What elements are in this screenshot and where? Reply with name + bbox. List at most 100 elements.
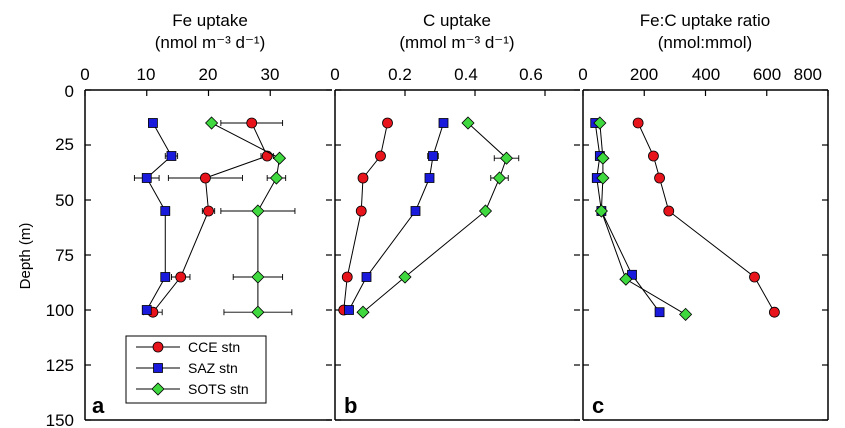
data-point-cce [632, 117, 644, 129]
data-point-sots [594, 204, 608, 218]
y-tick-label: 0 [65, 82, 74, 101]
y-tick-labels: 0 25 50 75 100 125 150 [46, 82, 74, 428]
legend-markers [136, 341, 180, 396]
x-tick-label: 30 [261, 65, 280, 84]
x-tick-label: 800 [794, 65, 822, 84]
x-tick-label: 10 [137, 65, 156, 84]
x-tick-label: 0.2 [388, 65, 412, 84]
data-point-saz [141, 305, 152, 315]
data-point-cce [341, 271, 353, 283]
data-point-saz [424, 173, 435, 183]
data-point-sots [478, 204, 493, 218]
data-point-sots [205, 116, 219, 130]
y-tick-label: 100 [46, 301, 74, 320]
legend-marker-saz [153, 363, 163, 373]
panel-b-x-ticks: 0 0.2 0.4 0.6 [330, 65, 543, 84]
panel-c: Fe:C uptake ratio (nmol:mmol) 0 200 400 … [578, 11, 829, 421]
x-tick-label: 20 [199, 65, 218, 84]
data-point-cce [246, 117, 258, 129]
data-point-cce [769, 306, 780, 318]
data-point-sots [499, 151, 514, 165]
data-point-saz [428, 151, 438, 161]
data-point-cce [648, 150, 659, 162]
panel-a-title-line2: (nmol m⁻³ d⁻¹) [155, 33, 266, 52]
data-point-cce [382, 117, 393, 129]
data-point-sots [596, 151, 610, 165]
panel-c-title-line2: (nmol:mmol) [658, 33, 752, 52]
y-axis-label: Depth (m) [17, 223, 34, 290]
y-tick-label: 25 [55, 135, 74, 154]
data-point-cce [663, 205, 675, 217]
data-point-sots [596, 171, 610, 185]
data-point-saz [141, 173, 152, 183]
series-line-sots [599, 122, 686, 315]
panel-b-plot [334, 89, 580, 421]
data-point-cce [175, 271, 187, 283]
x-tick-label: 600 [753, 65, 781, 84]
data-point-cce [200, 172, 211, 184]
data-point-saz [344, 305, 354, 315]
data-point-saz [148, 118, 158, 128]
data-point-sots [272, 151, 287, 165]
data-point-sots [251, 305, 265, 319]
data-point-cce [355, 205, 367, 217]
series-line-cce [637, 122, 775, 313]
data-point-sots [461, 116, 475, 130]
data-point-cce [357, 172, 369, 184]
data-point-cce [203, 205, 214, 217]
panel-c-x-ticks: 0 200 400 600 800 [578, 65, 822, 84]
data-point-sots [679, 307, 693, 321]
data-point-saz [654, 307, 665, 318]
panel-c-letter: c [592, 393, 604, 418]
series-line-saz [594, 122, 660, 313]
data-point-saz [160, 272, 171, 282]
data-point-cce [654, 172, 665, 184]
panel-a: Fe uptake (nmol m⁻³ d⁻¹) 0 10 20 30 a [80, 11, 332, 421]
series-line-saz [348, 122, 444, 311]
panel-c-title-line1: Fe:C uptake ratio [640, 11, 770, 30]
data-point-sots [619, 272, 633, 286]
series-line-cce [343, 122, 388, 311]
data-point-cce [375, 150, 386, 162]
y-tick-label: 125 [46, 356, 74, 375]
legend-label-cce: CCE stn [188, 339, 240, 355]
x-tick-label: 0.6 [519, 65, 543, 84]
panel-b-letter: b [344, 393, 357, 418]
panel-a-x-ticks: 0 10 20 30 [80, 65, 279, 84]
data-point-sots [251, 204, 265, 218]
y-tick-label: 50 [55, 191, 74, 210]
data-point-saz [410, 206, 421, 216]
x-tick-label: 0 [578, 65, 587, 84]
panel-b-title-line2: (mmol m⁻³ d⁻¹) [399, 33, 514, 52]
panel-b: C uptake (mmol m⁻³ d⁻¹) 0 0.2 0.4 0.6 b [330, 11, 580, 421]
x-tick-label: 200 [630, 65, 658, 84]
panel-a-plot [84, 89, 332, 421]
panel-c-plot [582, 89, 829, 421]
series-line-sots [362, 122, 508, 313]
x-tick-label: 0 [330, 65, 339, 84]
panel-a-title-line1: Fe uptake [172, 11, 248, 30]
y-tick-label: 150 [46, 411, 74, 428]
legend-label-sots: SOTS stn [188, 381, 249, 397]
x-tick-label: 0 [80, 65, 89, 84]
legend-marker-cce [152, 341, 164, 353]
data-point-sots [269, 171, 283, 185]
data-point-cce [261, 150, 273, 162]
x-tick-label: 400 [692, 65, 720, 84]
data-point-saz [361, 272, 372, 282]
series-line-saz [146, 122, 173, 311]
panel-a-letter: a [92, 393, 105, 418]
data-point-saz [160, 206, 171, 216]
legend-marker-sots [151, 382, 165, 396]
panel-b-title-line1: C uptake [423, 11, 491, 30]
data-point-sots [356, 305, 370, 319]
data-point-sots [593, 116, 607, 130]
legend-label-saz: SAZ stn [188, 360, 238, 376]
data-point-cce [749, 271, 760, 283]
x-tick-label: 0.4 [454, 65, 478, 84]
data-point-saz [438, 118, 449, 128]
data-point-sots [398, 270, 412, 284]
legend: CCE stn SAZ stn SOTS stn [125, 335, 267, 404]
data-point-sots [251, 270, 265, 284]
